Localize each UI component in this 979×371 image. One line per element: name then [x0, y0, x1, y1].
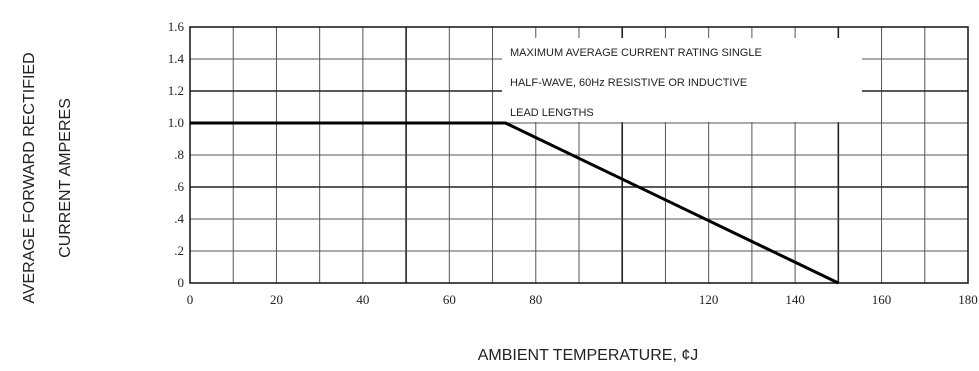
plot-frame [189, 26, 969, 284]
y-tick-label: .6 [174, 179, 184, 194]
y-tick-label: 0 [178, 275, 185, 290]
x-tick-label: 40 [356, 292, 369, 307]
series [190, 121, 839, 285]
y-tick-label: 1.6 [168, 19, 185, 34]
y-tick-label: 1.2 [168, 83, 184, 98]
x-tick-label: 60 [443, 292, 456, 307]
y-axis-label-line-1: AVERAGE FORWARD RECTIFIED [21, 52, 38, 303]
y-tick-label: .4 [174, 211, 184, 226]
y-tick-labels: 0 .2 .4 .6 .8 1.0 1.2 1.4 1.6 [168, 19, 185, 290]
x-axis-label: AMBIENT TEMPERATURE, ¢J [478, 347, 698, 364]
y-tick-label: 1.0 [168, 115, 184, 130]
annotation-line-2: HALF-WAVE, 60Hz RESISTIVE OR INDUCTIVE [510, 77, 747, 89]
x-tick-label: 20 [270, 292, 283, 307]
x-tick-label: 180 [958, 292, 978, 307]
annotation-line-1: MAXIMUM AVERAGE CURRENT RATING SINGLE [510, 47, 762, 59]
x-tick-label: 0 [187, 292, 194, 307]
y-tick-label: 1.4 [168, 51, 185, 66]
y-axis-label-line-2: CURRENT AMPERES [57, 98, 74, 258]
annotation: MAXIMUM AVERAGE CURRENT RATING SINGLE HA… [510, 47, 762, 119]
x-tick-label: 140 [785, 292, 805, 307]
series-line [190, 121, 839, 285]
annotation-background [502, 38, 862, 122]
x-tick-label: 80 [529, 292, 542, 307]
y-tick-label: .2 [174, 243, 184, 258]
x-tick-label: 160 [872, 292, 892, 307]
x-tick-labels: 0 20 40 60 80 120 140 160 180 [187, 292, 978, 307]
x-tick-label: 120 [699, 292, 719, 307]
annotation-line-3: LEAD LENGTHS [510, 107, 594, 119]
y-tick-label: .8 [174, 147, 184, 162]
